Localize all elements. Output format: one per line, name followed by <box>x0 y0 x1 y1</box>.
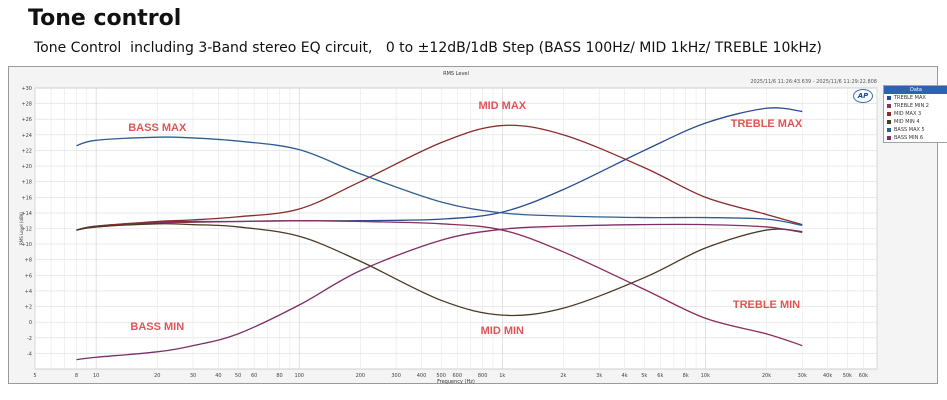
legend-label: TREBLE MIN 2 <box>894 103 929 109</box>
x-axis-label: Frequency (Hz) <box>437 379 475 385</box>
x-tick-label: 800 <box>478 373 488 379</box>
legend-item[interactable]: BASS MIN 6 <box>884 134 947 142</box>
legend-item[interactable]: MID MIN 4 <box>884 118 947 126</box>
y-tick-label: +16 <box>21 195 32 201</box>
x-tick-label: 1k <box>499 373 505 379</box>
legend-swatch <box>887 104 891 108</box>
x-tick-label: 100 <box>294 373 304 379</box>
x-tick-label: 500 <box>436 373 446 379</box>
y-tick-label: 0 <box>29 320 32 326</box>
x-tick-label: 5 <box>33 373 36 379</box>
annotation-treble-min: TREBLE MIN <box>733 299 800 311</box>
legend-label: MID MIN 4 <box>894 119 920 125</box>
x-tick-label: 20 <box>154 373 160 379</box>
x-tick-label: 60k <box>859 373 868 379</box>
annotation-treble-max: TREBLE MAX <box>731 118 803 130</box>
legend-item[interactable]: TREBLE MAX <box>884 94 947 102</box>
legend-swatch <box>887 112 891 116</box>
y-tick-label: +10 <box>21 242 32 248</box>
x-tick-label: 20k <box>762 373 771 379</box>
plot-title: RMS Level <box>443 71 469 77</box>
series-line-treble-min-2 <box>76 220 803 347</box>
legend-item[interactable]: TREBLE MIN 2 <box>884 102 947 110</box>
x-tick-label: 30k <box>798 373 807 379</box>
x-tick-label: 8k <box>683 373 689 379</box>
timestamp-label: 2025/11/6 11:26:43.639 - 2025/11/6 11:29… <box>750 79 877 85</box>
page-title: Tone control <box>28 6 182 31</box>
annotation-bass-max: BASS MAX <box>128 122 187 134</box>
y-tick-label: +24 <box>21 133 32 139</box>
legend-swatch <box>887 120 891 124</box>
legend-item[interactable]: MID MAX 3 <box>884 110 947 118</box>
x-tick-label: 60 <box>251 373 257 379</box>
legend-label: BASS MIN 6 <box>894 135 924 141</box>
x-tick-label: 600 <box>452 373 462 379</box>
legend-label: BASS MAX 5 <box>894 127 925 133</box>
legend-title: Data <box>884 86 947 94</box>
series-line-bass-min-6 <box>76 223 803 361</box>
legend-label: TREBLE MAX <box>894 95 926 101</box>
y-tick-label: +4 <box>25 289 32 295</box>
y-tick-label: +22 <box>21 148 32 154</box>
y-tick-label: +2 <box>25 305 32 311</box>
y-tick-label: -2 <box>27 336 32 342</box>
legend-swatch <box>887 96 891 100</box>
x-tick-label: 400 <box>417 373 427 379</box>
series-line-mid-max-3 <box>76 124 803 231</box>
x-tick-label: 2k <box>560 373 566 379</box>
y-tick-label: +14 <box>21 211 32 217</box>
x-tick-label: 4k <box>622 373 628 379</box>
legend-swatch <box>887 136 891 140</box>
x-tick-label: 80 <box>276 373 282 379</box>
legend[interactable]: Data TREBLE MAX TREBLE MIN 2 MID MAX 3 MID … <box>883 85 947 143</box>
y-tick-label: -4 <box>27 351 32 357</box>
x-tick-label: 10 <box>93 373 99 379</box>
legend-label: MID MAX 3 <box>894 111 922 117</box>
y-tick-label: +30 <box>21 86 32 92</box>
series-line-mid-min-4 <box>76 223 803 317</box>
x-tick-label: 40 <box>215 373 221 379</box>
x-tick-label: 300 <box>391 373 401 379</box>
y-tick-label: +28 <box>21 102 32 108</box>
x-tick-label: 30 <box>190 373 196 379</box>
legend-items: TREBLE MAX TREBLE MIN 2 MID MAX 3 MID MIN 4… <box>884 94 947 142</box>
ap-logo: AP <box>853 89 873 103</box>
x-tick-label: 40k <box>823 373 832 379</box>
y-axis-label: RMS Level (dBV) <box>19 212 24 245</box>
x-tick-label: 3k <box>596 373 602 379</box>
eq-response-chart: RMS Level 2025/11/6 11:26:43.639 - 2025/1… <box>19 71 878 385</box>
page-subtitle: Tone Control including 3-Band stereo EQ … <box>34 40 822 56</box>
x-tick-label: 5k <box>641 373 647 379</box>
y-tick-label: +26 <box>21 117 32 123</box>
x-tick-label: 200 <box>356 373 366 379</box>
series-line-treble-max <box>76 107 803 231</box>
legend-swatch <box>887 128 891 132</box>
chart-figure: RMS Level 2025/11/6 11:26:43.639 - 2025/1… <box>8 66 947 385</box>
y-tick-label: +12 <box>21 227 32 233</box>
legend-item[interactable]: BASS MAX 5 <box>884 126 947 134</box>
x-tick-label: 10k <box>701 373 710 379</box>
x-tick-label: 50k <box>843 373 852 379</box>
series-line-bass-max-5 <box>76 136 803 227</box>
y-tick-label: +20 <box>21 164 32 170</box>
annotation-bass-min: BASS MIN <box>130 321 184 333</box>
annotation-mid-min: MID MIN <box>481 325 524 337</box>
y-tick-label: +18 <box>21 180 32 186</box>
y-tick-label: +6 <box>25 273 32 279</box>
x-tick-label: 6k <box>657 373 663 379</box>
y-tick-label: +8 <box>25 258 32 264</box>
x-tick-label: 50 <box>235 373 241 379</box>
x-tick-label: 8 <box>75 373 78 379</box>
annotation-mid-max: MID MAX <box>478 100 526 112</box>
